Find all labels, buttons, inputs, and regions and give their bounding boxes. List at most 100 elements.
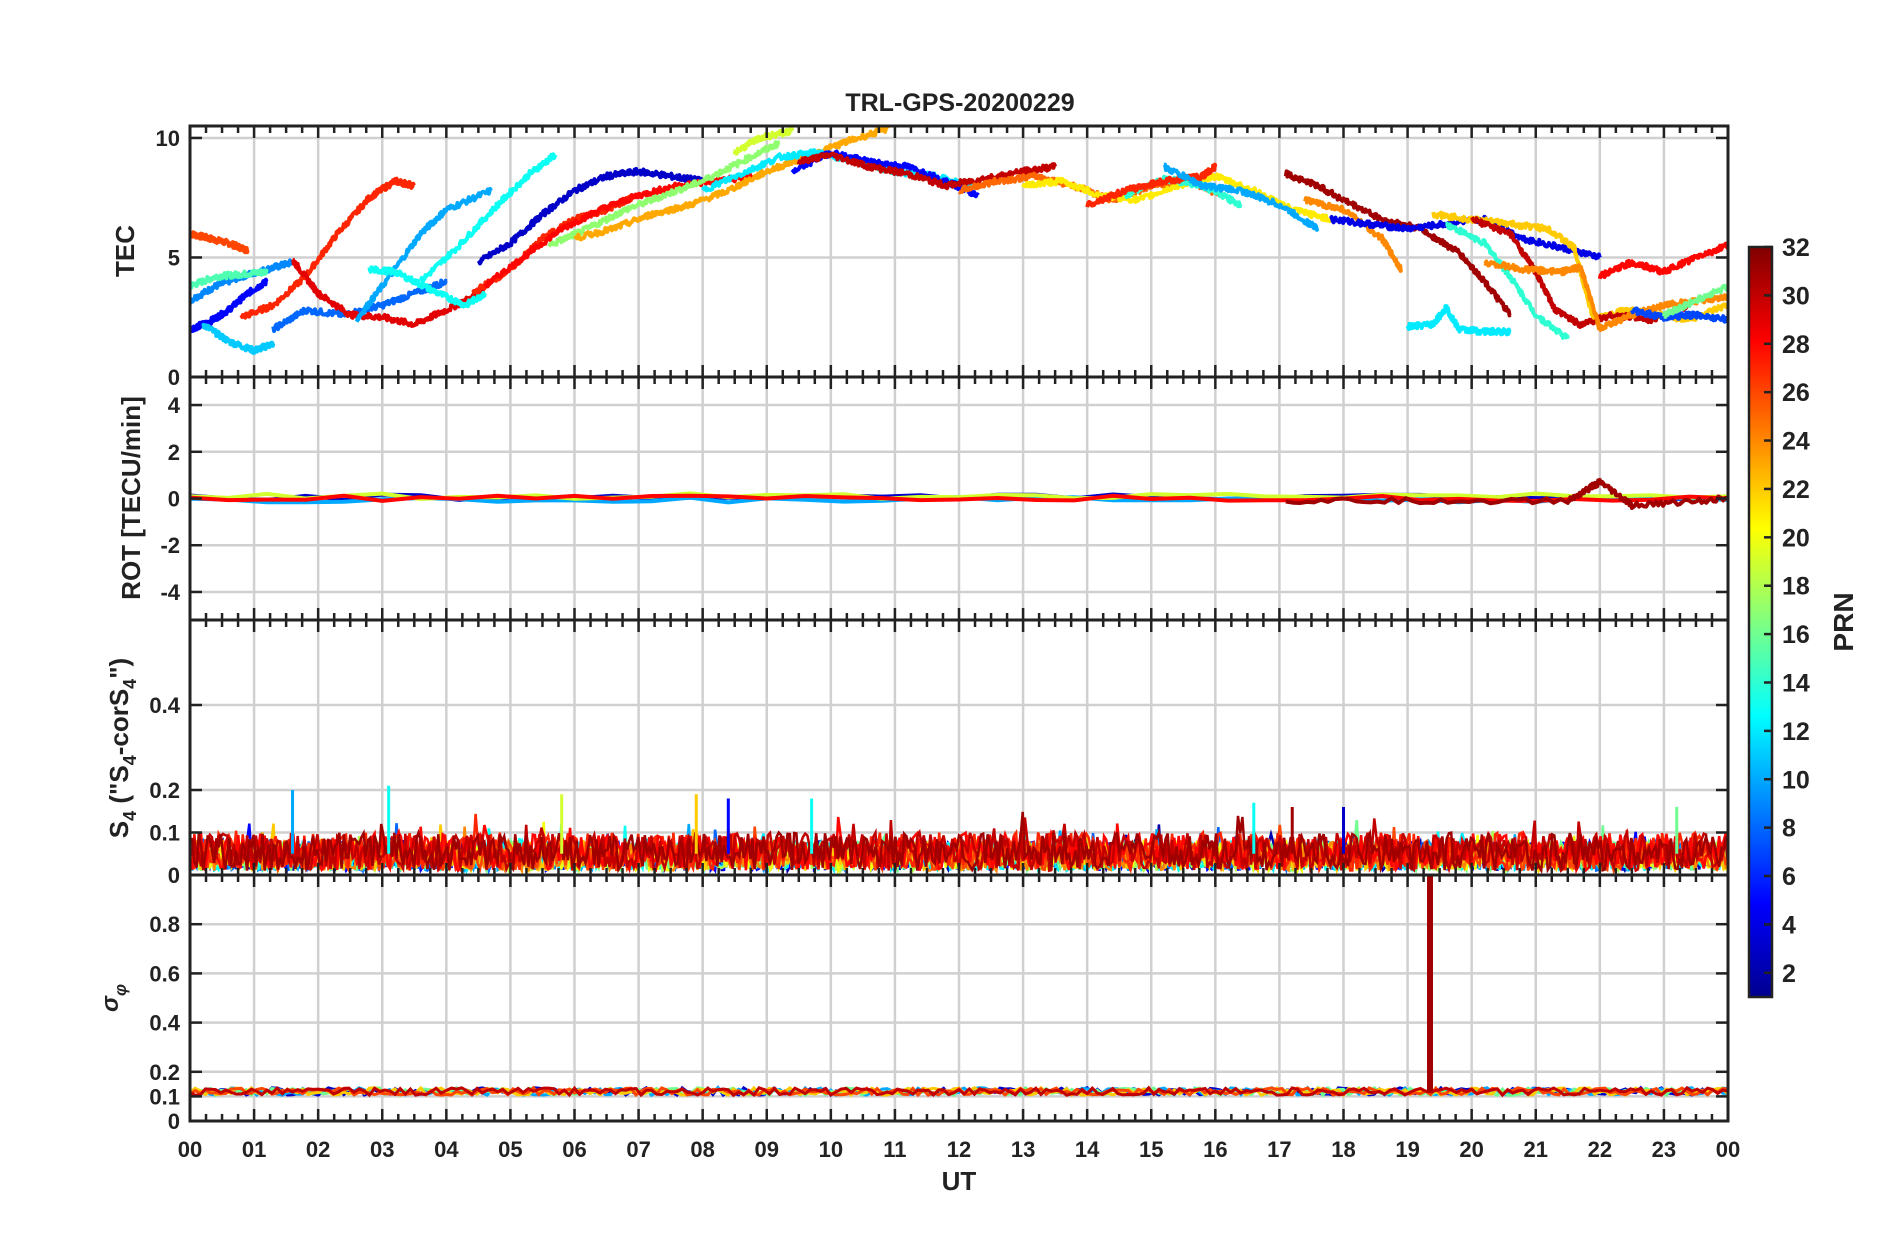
tec-series-prn-17 (547, 140, 781, 248)
rot-y-tick-label: 2 (168, 440, 180, 465)
colorbar-tick-label: 12 (1782, 718, 1810, 746)
rot-y-tick-label: 4 (168, 393, 181, 418)
rot-panel: -4 -2 0 2 4 (160, 375, 1730, 622)
colorbar-tick-label: 10 (1782, 766, 1810, 794)
colorbar-gradient (1747, 245, 1774, 999)
tec-series-prn-27 (1085, 162, 1218, 208)
x-tick-label: 18 (1331, 1137, 1355, 1162)
sigma_phi-y-tick-label: 0.2 (149, 1060, 180, 1085)
colorbar-tick-label: 4 (1782, 911, 1796, 939)
tec-series-prn-10 (1163, 162, 1320, 232)
colorbar-tick-label: 32 (1782, 234, 1810, 262)
x-tick-label: 08 (690, 1137, 714, 1162)
sigma_phi-y-tick-label: 0.6 (149, 961, 180, 986)
x-tick-label: 04 (434, 1137, 459, 1162)
x-tick-labels: 00 01 02 03 04 05 06 07 08 09 10 11 12 13 14 15 16 17 18 19… (178, 1137, 1740, 1162)
sigma_phi-y-tick-label: 0 (168, 1109, 180, 1134)
colorbar-tick-label: 26 (1782, 379, 1810, 407)
tec-series-prn-13 (367, 265, 487, 309)
tec-data-layer (190, 126, 1728, 355)
rot-axis-label: ROT [TECU/min] (116, 396, 146, 600)
colorbar-tick-label: 8 (1782, 815, 1796, 843)
x-axis-label: UT (942, 1166, 977, 1196)
tec-series-prn-29 (291, 257, 486, 328)
tec-series-prn-26 (190, 230, 250, 255)
s4-series-prn-31 (190, 811, 1728, 875)
x-tick-label: 21 (1524, 1137, 1548, 1162)
colorbar-tick-label: 14 (1782, 669, 1810, 697)
x-tick-label: 06 (562, 1137, 586, 1162)
tec-series-prn-28 (1597, 241, 1728, 280)
colorbar-tick-label: 2 (1782, 960, 1796, 988)
tec-y-tick-label: 10 (156, 126, 180, 151)
tec-series-prn-15 (190, 268, 269, 290)
s4-y-tick-label: 0 (168, 863, 180, 888)
s4-y-tick-label: 0.1 (149, 821, 180, 846)
x-tick-label: 16 (1203, 1137, 1227, 1162)
x-tick-label: 02 (306, 1137, 330, 1162)
rot-series-prn-31 (1285, 477, 1728, 510)
sigma-phi-series-prn-30 (190, 1085, 1728, 1098)
x-tick-label: 01 (242, 1137, 266, 1162)
colorbar-tick-label: 28 (1782, 331, 1810, 359)
tec-series-prn-30 (796, 151, 1057, 191)
colorbar-tick-label: 6 (1782, 863, 1796, 891)
s4-y-tick-label: 0.2 (149, 778, 180, 803)
tec-series-prn-11 (201, 322, 276, 355)
sigma_phi-y-tick-label: 0.1 (149, 1084, 180, 1109)
colorbar-tick-label: 18 (1782, 573, 1810, 601)
x-tick-label: 14 (1075, 1137, 1100, 1162)
tec-series-prn-13 (418, 152, 558, 284)
rot-y-tick-label: -2 (160, 533, 180, 558)
sigma_phi-frame (188, 873, 1730, 1123)
colorbar-tick-label: 22 (1782, 476, 1810, 504)
tec-series-prn-14 (1444, 221, 1570, 340)
tec-series-prn-7 (1630, 306, 1728, 324)
sigma_phi-data-layer (190, 875, 1728, 1098)
s4-y-tick-label: 0.4 (149, 693, 180, 718)
tec-y-tick-label: 0 (168, 365, 180, 390)
x-tick-label: 12 (947, 1137, 971, 1162)
colorbar-tick-label: 16 (1782, 621, 1810, 649)
tec-series-prn-12 (1405, 304, 1512, 337)
x-tick-label: 03 (370, 1137, 394, 1162)
x-tick-label: 22 (1588, 1137, 1612, 1162)
x-tick-label: 07 (626, 1137, 650, 1162)
x-tick-label: 17 (1267, 1137, 1291, 1162)
s4-axis-label: S4 ("S4-corS4") (104, 658, 140, 838)
tec-y-tick-label: 5 (168, 245, 180, 270)
rot-data-layer (190, 477, 1728, 510)
colorbar-tick-label: 20 (1782, 524, 1810, 552)
tec-series-prn-23 (573, 126, 891, 242)
sigma_phi-y-tick-label: 0.4 (149, 1011, 180, 1036)
x-tick-label: 19 (1395, 1137, 1419, 1162)
x-tick-label: 15 (1139, 1137, 1163, 1162)
chart-title: TRL-GPS-20200229 (845, 89, 1074, 117)
tec-series-prn-5 (190, 277, 269, 334)
rot-y-tick-label: -4 (160, 580, 180, 605)
sigma_phi-y-tick-label: 0.8 (149, 912, 180, 937)
rot-y-tick-label: 0 (168, 487, 180, 512)
x-tick-label: 00 (1716, 1137, 1740, 1162)
tec-axis-label: TEC (110, 225, 140, 277)
x-tick-label: 23 (1652, 1137, 1676, 1162)
colorbar-tick-label: 24 (1782, 428, 1810, 456)
sigma-phi-panel: 00.10.2 0.4 0.6 0.8 (149, 873, 1730, 1134)
tec-series-prn-27 (239, 176, 416, 320)
tec-panel: 0 5 10 (156, 124, 1730, 390)
x-tick-label: 00 (178, 1137, 202, 1162)
x-tick-label: 05 (498, 1137, 522, 1162)
tec-series-prn-10 (354, 186, 493, 323)
sigma-phi-axis-label: σφ (97, 984, 130, 1012)
x-tick-label: 10 (819, 1137, 843, 1162)
x-tick-label: 11 (883, 1137, 906, 1162)
x-tick-label: 13 (1011, 1137, 1035, 1162)
colorbar-label: PRN (1828, 592, 1859, 651)
tec-series-prn-16 (1661, 283, 1728, 319)
x-tick-label: 09 (755, 1137, 779, 1162)
tec-series-prn-3 (476, 166, 704, 266)
tec-series-prn-28 (483, 172, 756, 289)
s4-panel: 0 0.1 0.2 0.4 (149, 618, 1730, 888)
